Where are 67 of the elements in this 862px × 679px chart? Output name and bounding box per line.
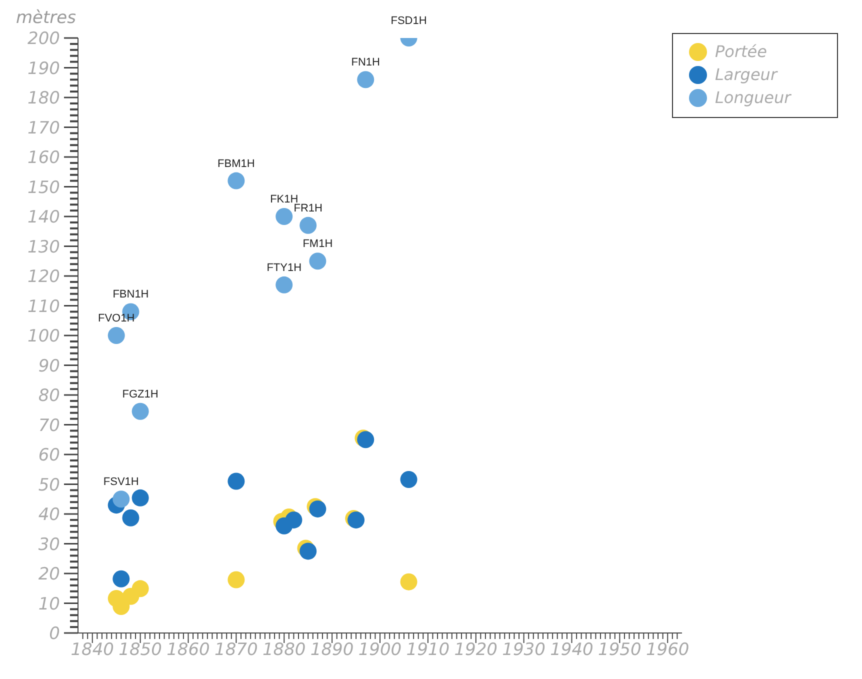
point	[357, 71, 374, 88]
y-tick-label: 150	[28, 178, 60, 198]
y-tick-label: 0	[49, 624, 60, 644]
point	[400, 573, 418, 590]
y-tick-label: 70	[38, 416, 60, 436]
point	[132, 580, 149, 598]
y-axis-title: mètres	[16, 8, 76, 28]
annotation: FVO1H	[98, 312, 135, 324]
y-tick-label: 180	[28, 88, 60, 108]
point	[285, 511, 302, 528]
y-tick-label: 120	[28, 267, 60, 287]
annotation: FTY1H	[266, 262, 302, 274]
x-tick-label: 1890	[310, 640, 354, 660]
y-tick-label: 130	[28, 237, 60, 258]
x-tick-label: 1960	[646, 640, 690, 660]
y-tick-label: 80	[38, 386, 60, 406]
y-tick-label: 50	[38, 475, 60, 496]
annotation: FN1H	[351, 56, 380, 69]
y-tick-label: 60	[38, 446, 60, 466]
y-tick-label: 160	[28, 148, 60, 168]
point	[132, 489, 149, 506]
x-tick-label: 1900	[358, 640, 402, 660]
x-tick-label: 1870	[214, 640, 258, 660]
point	[300, 542, 317, 560]
annotation: FBM1H	[218, 158, 255, 170]
annotation: FM1H	[302, 238, 333, 250]
y-tick-label: 90	[38, 356, 60, 376]
point	[228, 571, 245, 588]
point	[309, 252, 326, 270]
point	[228, 472, 245, 490]
legend-label: Longueur	[715, 88, 791, 107]
x-tick-label: 1860	[166, 640, 210, 660]
y-tick-label: 170	[28, 118, 60, 138]
point	[122, 509, 140, 526]
y-tick-label: 110	[28, 296, 60, 317]
y-tick-label: 30	[38, 534, 60, 555]
y-tick-label: 20	[38, 564, 60, 584]
x-tick-label: 1910	[406, 640, 450, 660]
y-tick-label: 190	[28, 58, 60, 79]
point	[300, 216, 317, 234]
point	[228, 172, 245, 190]
x-tick-label: 1880	[262, 640, 306, 660]
point	[400, 470, 418, 488]
x-tick-label: 1930	[502, 640, 546, 660]
x-tick-label: 1940	[550, 640, 594, 660]
x-tick-label: 1840	[70, 640, 114, 660]
x-tick-label: 1850	[118, 640, 162, 660]
annotation: FSV1H	[103, 476, 139, 488]
y-tick-label: 10	[38, 594, 60, 614]
annotation: FSD1H	[390, 15, 427, 27]
point	[112, 570, 130, 588]
point	[108, 327, 125, 344]
legend-label: Portée	[715, 42, 767, 61]
x-tick-label: 1920	[454, 640, 498, 660]
point	[276, 208, 293, 225]
point	[112, 490, 130, 508]
point	[276, 276, 293, 294]
point	[132, 402, 149, 420]
annotation: FBN1H	[112, 288, 149, 301]
y-tick-label: 100	[28, 326, 60, 346]
y-tick-label: 40	[38, 505, 60, 525]
y-tick-label: 140	[28, 208, 60, 228]
x-tick-label: 1950	[598, 640, 642, 660]
y-tick-label: 200	[28, 29, 60, 49]
legend-label: Largeur	[715, 65, 778, 84]
annotation: FGZ1H	[122, 388, 158, 400]
annotation: FR1H	[294, 202, 323, 214]
